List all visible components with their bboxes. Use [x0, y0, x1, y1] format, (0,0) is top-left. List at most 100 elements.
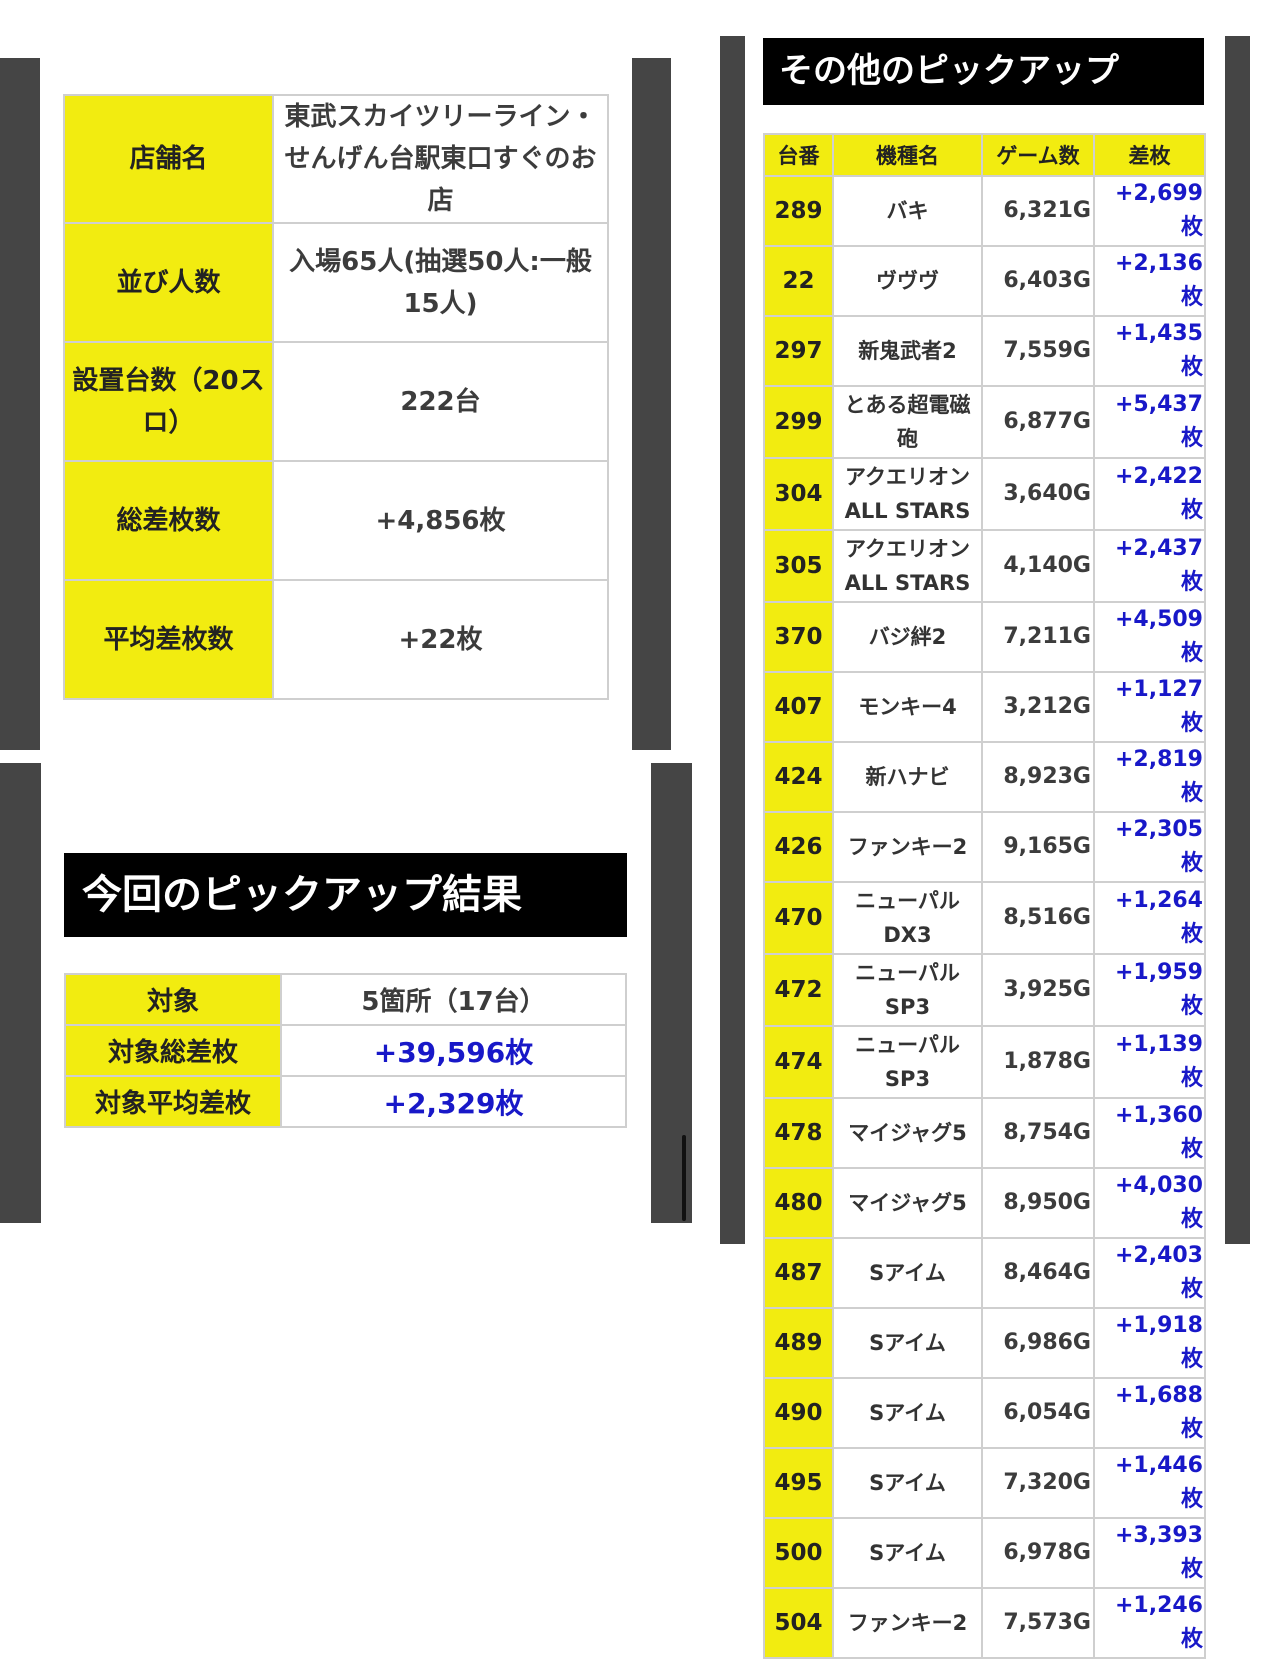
- header-machine-name: 機種名: [832, 133, 983, 177]
- machine-name-cell: ニューパル SP3: [832, 1025, 983, 1099]
- machine-name-line: Sアイム: [869, 1331, 946, 1355]
- right-column-right-border: [1225, 36, 1250, 1244]
- total-diff-label: 総差枚数: [63, 460, 274, 581]
- machine-name-line: モンキー4: [858, 695, 957, 719]
- machine-number-cell: 289: [763, 175, 834, 247]
- machine-name-cell: Sアイム: [832, 1377, 983, 1449]
- diff-cell: +1,127枚: [1093, 671, 1206, 743]
- game-count-cell: 3,212G: [981, 671, 1095, 743]
- store-name-value: 東武スカイツリーライン・ せんげん台駅東口すぐのお 店: [272, 94, 609, 224]
- game-count-cell: 8,464G: [981, 1237, 1095, 1309]
- store-name-label: 店舗名: [63, 94, 274, 224]
- store-name-line: せんげん台駅東口すぐのお: [284, 144, 597, 174]
- game-count-cell: 8,950G: [981, 1167, 1095, 1239]
- middle-border-top: [632, 58, 671, 750]
- game-count-cell: 6,986G: [981, 1307, 1095, 1379]
- machine-name-line: ファンキー2: [847, 835, 968, 859]
- machine-name-cell: 新ハナビ: [832, 741, 983, 813]
- machine-number-cell: 305: [763, 529, 834, 603]
- table-row: 304 アクエリオン ALL STARS 3,640G +2,422枚: [763, 457, 1206, 531]
- diff-cell: +1,688枚: [1093, 1377, 1206, 1449]
- machine-number-cell: 490: [763, 1377, 834, 1449]
- machine-name-line: ニューパル: [855, 1033, 960, 1057]
- table-row: 478 マイジャグ5 8,754G +1,360枚: [763, 1097, 1206, 1169]
- table-row: 470 ニューパル DX3 8,516G +1,264枚: [763, 881, 1206, 955]
- machine-name-cell: ニューパル SP3: [832, 953, 983, 1027]
- machine-name-line: マイジャグ5: [848, 1191, 967, 1215]
- machine-number-cell: 478: [763, 1097, 834, 1169]
- table-row: 対象総差枚 +39,596枚: [64, 1024, 627, 1077]
- machine-number-cell: 297: [763, 315, 834, 387]
- table-row: 490 Sアイム 6,054G +1,688枚: [763, 1377, 1206, 1449]
- game-count-cell: 1,878G: [981, 1025, 1095, 1099]
- table-row: 平均差枚数 +22枚: [63, 579, 609, 700]
- game-count-cell: 6,321G: [981, 175, 1095, 247]
- machine-number-cell: 472: [763, 953, 834, 1027]
- machine-name-line: ニューパル: [855, 889, 960, 913]
- diff-cell: +2,136枚: [1093, 245, 1206, 317]
- game-count-cell: 7,320G: [981, 1447, 1095, 1519]
- diff-cell: +4,030枚: [1093, 1167, 1206, 1239]
- machine-number-cell: 370: [763, 601, 834, 673]
- diff-cell: +1,246枚: [1093, 1587, 1206, 1659]
- target-avg-diff-label: 対象平均差枚: [64, 1075, 282, 1128]
- avg-diff-label: 平均差枚数: [63, 579, 274, 700]
- table-row: 対象平均差枚 +2,329枚: [64, 1075, 627, 1128]
- table-row: 504 ファンキー2 7,573G +1,246枚: [763, 1587, 1206, 1659]
- avg-diff-value: +22枚: [272, 579, 609, 700]
- machine-name-line: Sアイム: [869, 1471, 946, 1495]
- table-row: 297 新鬼武者2 7,559G +1,435枚: [763, 315, 1206, 387]
- other-pickup-table: 台番 機種名 ゲーム数 差枚 289 バキ 6,321G +2,699枚 22 ヴヴヴ 6,…: [763, 133, 1206, 1659]
- game-count-cell: 8,516G: [981, 881, 1095, 955]
- machine-name-line: バジ絆2: [868, 625, 947, 649]
- machine-name-line: 砲: [897, 427, 918, 451]
- game-count-cell: 8,754G: [981, 1097, 1095, 1169]
- machine-name-cell: 新鬼武者2: [832, 315, 983, 387]
- machine-count-label-line: 設置台数（20ス: [72, 365, 265, 396]
- machine-name-line: 新鬼武者2: [858, 339, 957, 363]
- machine-name-line: 新ハナビ: [865, 765, 950, 789]
- table-row: 店舗名 東武スカイツリーライン・ せんげん台駅東口すぐのお 店: [63, 94, 609, 224]
- target-avg-diff-value: +2,329枚: [280, 1075, 627, 1128]
- game-count-cell: 6,054G: [981, 1377, 1095, 1449]
- machine-number-cell: 299: [763, 385, 834, 459]
- machine-name-cell: モンキー4: [832, 671, 983, 743]
- table-row: 480 マイジャグ5 8,950G +4,030枚: [763, 1167, 1206, 1239]
- game-count-cell: 9,165G: [981, 811, 1095, 883]
- diff-cell: +1,435枚: [1093, 315, 1206, 387]
- diff-cell: +2,699枚: [1093, 175, 1206, 247]
- table-row: 495 Sアイム 7,320G +1,446枚: [763, 1447, 1206, 1519]
- machine-name-cell: Sアイム: [832, 1447, 983, 1519]
- diff-cell: +1,360枚: [1093, 1097, 1206, 1169]
- machine-name-line: DX3: [883, 923, 932, 947]
- machine-name-line: ニューパル: [855, 961, 960, 985]
- game-count-cell: 7,211G: [981, 601, 1095, 673]
- machine-name-line: マイジャグ5: [848, 1121, 967, 1145]
- machine-name-line: ファンキー2: [847, 1611, 968, 1635]
- machine-number-cell: 489: [763, 1307, 834, 1379]
- header-machine-number: 台番: [763, 133, 834, 177]
- game-count-cell: 6,403G: [981, 245, 1095, 317]
- table-row: 総差枚数 +4,856枚: [63, 460, 609, 581]
- machine-name-line: SP3: [884, 995, 931, 1019]
- table-row: 並び人数 入場65人(抽選50人:一般 15人): [63, 222, 609, 343]
- queue-count-value: 入場65人(抽選50人:一般 15人): [272, 222, 609, 343]
- table-row: 対象 5箇所（17台）: [64, 973, 627, 1026]
- left-border-top: [0, 58, 40, 750]
- table-row: 設置台数（20ス ロ） 222台: [63, 341, 609, 462]
- machine-name-cell: とある超電磁砲: [832, 385, 983, 459]
- machine-name-cell: ファンキー2: [832, 1587, 983, 1659]
- total-diff-value: +4,856枚: [272, 460, 609, 581]
- target-total-diff-label: 対象総差枚: [64, 1024, 282, 1077]
- other-pickup-rows: 289 バキ 6,321G +2,699枚 22 ヴヴヴ 6,403G +2,136枚 297 新…: [763, 175, 1206, 1659]
- machine-name-line: Sアイム: [869, 1401, 946, 1425]
- pickup-result-table: 対象 5箇所（17台） 対象総差枚 +39,596枚 対象平均差枚 +2,329…: [64, 973, 627, 1128]
- machine-name-cell: アクエリオン ALL STARS: [832, 529, 983, 603]
- diff-cell: +1,918枚: [1093, 1307, 1206, 1379]
- left-border-bottom: [0, 763, 41, 1223]
- diff-cell: +2,422枚: [1093, 457, 1206, 531]
- machine-number-cell: 407: [763, 671, 834, 743]
- game-count-cell: 4,140G: [981, 529, 1095, 603]
- scrollbar-thumb[interactable]: [682, 1135, 686, 1221]
- table-row: 472 ニューパル SP3 3,925G +1,959枚: [763, 953, 1206, 1027]
